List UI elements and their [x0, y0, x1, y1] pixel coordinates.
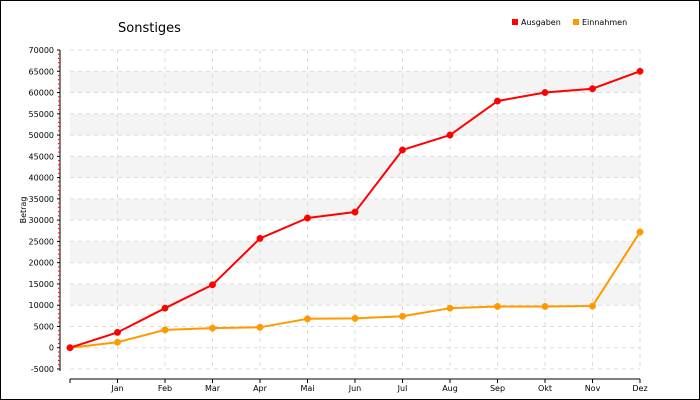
x-tick-label: Okt	[538, 384, 552, 393]
series-points	[66, 67, 644, 352]
x-tick-label: Feb	[158, 384, 172, 393]
x-tick-label: Sep	[490, 384, 505, 393]
data-point-ausgaben	[209, 281, 216, 289]
x-tick-label: Jul	[397, 384, 408, 393]
data-point-einnahmen	[304, 315, 311, 323]
x-tick-label: Aug	[442, 384, 458, 393]
y-tick-label: 25000	[29, 237, 54, 246]
y-tick-label: 15000	[29, 280, 54, 289]
data-point-ausgaben	[66, 344, 74, 352]
y-tick-label: 45000	[29, 152, 54, 161]
legend-label-ausgaben: Ausgaben	[521, 18, 561, 27]
x-tick-label: Nov	[585, 384, 601, 393]
data-point-einnahmen	[636, 228, 644, 236]
y-tick-label: 10000	[29, 301, 54, 310]
y-tick-label: 50000	[29, 131, 54, 140]
data-point-einnahmen	[209, 324, 216, 332]
data-point-einnahmen	[541, 303, 549, 310]
x-tick-labels: Jan Feb Mar Apr Mai Jun Jul Aug Sep Okt Nov Dez	[110, 384, 647, 393]
background-band	[70, 283, 640, 306]
y-tick-label: 20000	[29, 259, 54, 268]
y-tick-label: 30000	[29, 216, 54, 225]
data-point-ausgaben	[304, 214, 311, 222]
legend-label-einnahmen: Einnahmen	[582, 18, 627, 27]
data-point-ausgaben	[446, 131, 454, 139]
y-tick-label: 55000	[29, 110, 54, 119]
data-point-ausgaben	[589, 85, 596, 93]
y-tick-label: 35000	[29, 195, 54, 204]
x-tick-label: Mai	[300, 384, 314, 393]
data-point-einnahmen	[399, 312, 406, 320]
data-point-einnahmen	[494, 303, 501, 310]
y-tick-label: 0	[49, 344, 54, 353]
data-point-ausgaben	[161, 304, 169, 312]
data-point-einnahmen	[351, 314, 359, 322]
data-point-ausgaben	[114, 328, 121, 336]
x-tick-label: Jan	[110, 384, 123, 393]
y-tick-label: 60000	[29, 89, 54, 98]
x-tick-label: Dez	[632, 384, 647, 393]
legend: Ausgaben Einnahmen	[512, 18, 627, 27]
data-point-einnahmen	[256, 323, 264, 331]
x-tick-label: Apr	[253, 384, 268, 393]
data-point-ausgaben	[399, 146, 406, 154]
chart-title: Sonstiges	[118, 21, 181, 36]
x-tick-label: Jun	[348, 384, 362, 393]
data-point-ausgaben	[351, 208, 359, 216]
y-tick-label: 65000	[29, 67, 54, 76]
x-tick-label: Mar	[205, 384, 221, 393]
data-point-ausgaben	[256, 234, 264, 242]
data-point-einnahmen	[114, 338, 121, 346]
data-point-ausgaben	[494, 97, 501, 105]
data-point-einnahmen	[161, 326, 169, 334]
axes	[57, 49, 641, 383]
y-tick-label: 5000	[34, 322, 54, 331]
y-axis-label: Betrag	[19, 197, 28, 224]
data-point-ausgaben	[636, 67, 644, 75]
data-point-einnahmen	[446, 304, 454, 312]
legend-swatch-einnahmen	[573, 19, 579, 25]
y-tick-labels: -5000 0 5000 10000 15000 20000 25000 30000 35000…	[29, 46, 54, 374]
data-point-ausgaben	[541, 89, 549, 96]
data-point-einnahmen	[589, 302, 596, 310]
background-band	[70, 156, 640, 178]
y-tick-label: 70000	[29, 46, 54, 55]
y-tick-label: -5000	[31, 365, 54, 374]
y-tick-label: 40000	[29, 174, 54, 183]
legend-swatch-ausgaben	[512, 19, 518, 25]
